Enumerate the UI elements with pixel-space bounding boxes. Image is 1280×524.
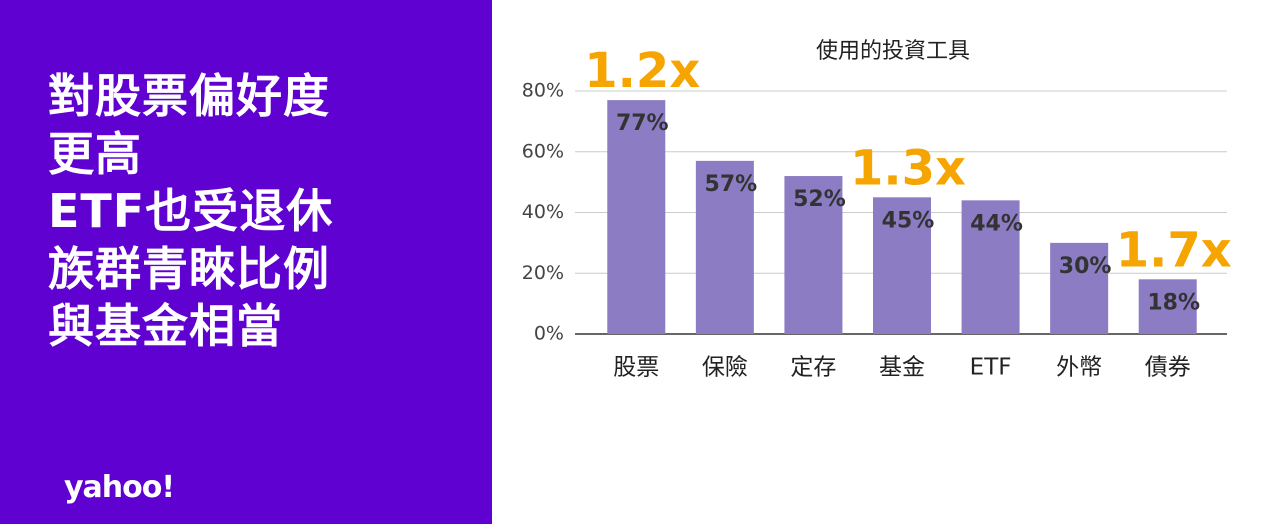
bar	[1138, 279, 1197, 334]
chart: 使用的投資工具 0% 20% 40% 60% 80% 股票 77% 保險 57% 定存 52% 基金 4…	[522, 39, 1232, 381]
value-label: 44%	[970, 211, 1023, 236]
value-label: 18%	[1147, 290, 1200, 315]
bar	[695, 160, 754, 334]
headline: 對股票偏好度 更高 ETF也受退休 族群青睞比例 與基金相當	[48, 68, 333, 356]
y-tick-label: 0%	[534, 323, 564, 345]
bar	[961, 200, 1020, 334]
bar	[873, 197, 931, 334]
value-label: 45%	[882, 208, 935, 233]
chart-title: 使用的投資工具	[816, 39, 970, 64]
headline-line: 對股票偏好度	[48, 69, 330, 123]
logo: yahoo!	[64, 470, 175, 505]
annotation: 1.2x	[584, 43, 700, 99]
y-tick-label: 80%	[522, 80, 564, 102]
annotation: 1.3x	[850, 140, 966, 196]
left-panel: 對股票偏好度 更高 ETF也受退休 族群青睞比例 與基金相當 yahoo!	[0, 0, 492, 524]
x-tick-label: 保險	[702, 355, 748, 381]
y-tick-label: 60%	[522, 140, 564, 162]
bar	[607, 100, 666, 334]
y-tick-label: 20%	[522, 262, 564, 284]
x-tick-label: ETF	[970, 355, 1012, 381]
x-tick-label: 外幣	[1056, 355, 1102, 381]
bar	[1050, 242, 1109, 334]
value-label: 52%	[793, 187, 846, 212]
annotation: 1.7x	[1116, 222, 1232, 278]
headline-line: 族群青睞比例	[48, 241, 330, 296]
headline-line: 與基金相當	[48, 299, 283, 353]
headline-line: ETF也受退休	[48, 184, 334, 238]
x-tick-label: 基金	[879, 355, 925, 381]
value-label: 57%	[705, 172, 758, 197]
y-tick-label: 40%	[522, 201, 564, 223]
value-label: 77%	[616, 111, 669, 136]
x-tick-label: 定存	[790, 355, 836, 381]
headline-line: 更高	[48, 126, 142, 181]
value-label: 30%	[1059, 254, 1112, 279]
bar	[784, 176, 843, 334]
x-tick-label: 債券	[1145, 355, 1191, 381]
x-tick-label: 股票	[613, 355, 659, 381]
